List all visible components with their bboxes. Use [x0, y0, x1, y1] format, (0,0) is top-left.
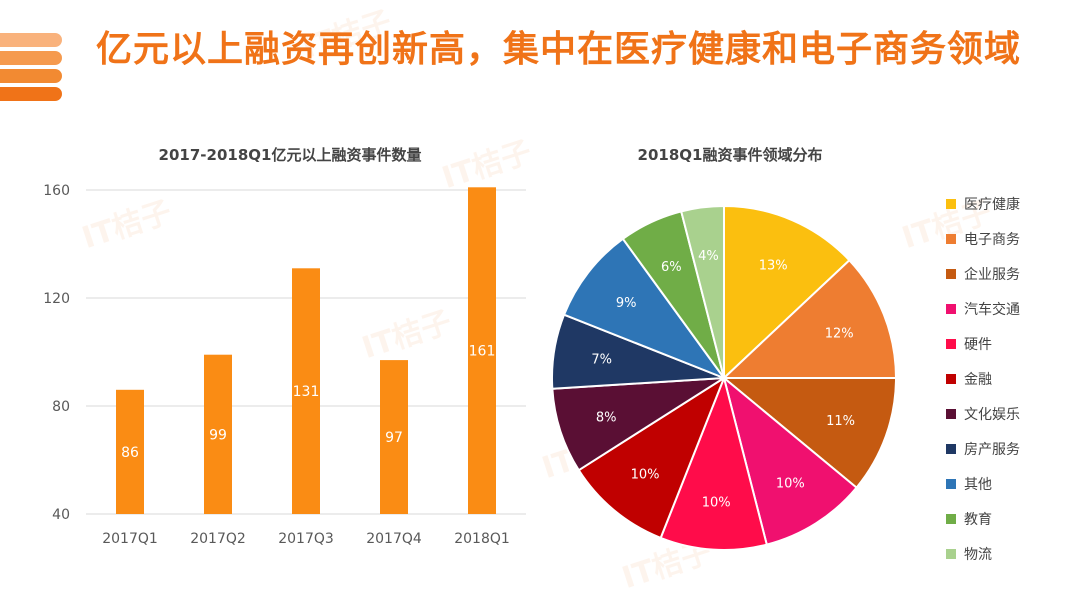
header-decoration-stripe	[0, 51, 62, 65]
legend-label: 文化娱乐	[964, 406, 1020, 423]
legend-label: 汽车交通	[964, 301, 1020, 318]
bar-value-label: 131	[293, 384, 320, 400]
bar	[116, 389, 144, 514]
legend-swatch	[946, 513, 956, 524]
y-tick-label: 40	[52, 507, 70, 523]
x-tick-label: 2017Q1	[102, 531, 158, 547]
legend-item: 其他	[946, 466, 1020, 501]
legend-label: 金融	[964, 371, 992, 388]
x-tick-label: 2017Q2	[190, 531, 246, 547]
legend-swatch	[946, 233, 956, 244]
pie-slice	[680, 204, 725, 379]
pie-slice-label: 10%	[702, 496, 731, 511]
legend-item: 房产服务	[946, 431, 1020, 466]
pie-slice	[562, 237, 727, 381]
legend-item: 物流	[946, 536, 1020, 571]
legend-swatch	[946, 198, 956, 209]
legend-item: 医疗健康	[946, 186, 1020, 221]
bar	[292, 268, 320, 514]
bar	[380, 360, 408, 514]
y-tick-label: 80	[52, 399, 70, 415]
pie-slice-label: 6%	[661, 260, 682, 275]
bar-value-label: 86	[121, 445, 139, 461]
pie-slice-label: 12%	[825, 326, 854, 341]
pie-legend: 医疗健康电子商务企业服务汽车交通硬件金融文化娱乐房产服务其他教育物流	[946, 186, 1020, 571]
legend-swatch	[946, 478, 956, 489]
legend-swatch	[946, 268, 956, 279]
legend-swatch	[946, 373, 956, 384]
pie-slice	[721, 377, 898, 490]
pie-slice-label: 4%	[698, 249, 719, 264]
pie-slice-label: 10%	[776, 477, 805, 492]
pie-slice-label: 9%	[616, 296, 637, 311]
legend-swatch	[946, 338, 956, 349]
bar-value-label: 161	[469, 344, 496, 360]
legend-swatch	[946, 408, 956, 419]
legend-label: 其他	[964, 476, 992, 493]
bar	[204, 354, 232, 514]
legend-label: 教育	[964, 511, 992, 528]
pie-slice-label: 11%	[826, 414, 855, 429]
legend-item: 金融	[946, 361, 1020, 396]
pie-slice-label: 8%	[596, 410, 617, 425]
bar-chart-title: 2017-2018Q1亿元以上融资事件数量	[158, 146, 422, 164]
legend-label: 物流	[964, 546, 992, 563]
legend-label: 房产服务	[964, 441, 1020, 458]
legend-label: 硬件	[964, 336, 992, 353]
legend-label: 企业服务	[964, 266, 1020, 283]
bar-value-label: 97	[385, 430, 403, 446]
pie-slice	[577, 375, 727, 540]
legend-label: 医疗健康	[964, 196, 1020, 213]
pie-chart-title: 2018Q1融资事件领域分布	[637, 146, 823, 164]
header-decoration-stripe	[0, 33, 62, 47]
legend-label: 电子商务	[964, 231, 1020, 248]
x-tick-label: 2017Q3	[278, 531, 334, 547]
pie-slice	[659, 374, 768, 551]
bar-value-label: 99	[209, 427, 227, 443]
legend-item: 文化娱乐	[946, 396, 1020, 431]
legend-swatch	[946, 548, 956, 559]
legend-item: 企业服务	[946, 256, 1020, 291]
page-title: 亿元以上融资再创新高，集中在医疗健康和电子商务领域	[96, 29, 1022, 70]
legend-item: 教育	[946, 501, 1020, 536]
header-decoration-stripe	[0, 87, 62, 101]
header-decoration-stripe	[0, 69, 62, 83]
legend-item: 电子商务	[946, 221, 1020, 256]
x-tick-label: 2017Q4	[366, 531, 422, 547]
legend-swatch	[946, 443, 956, 454]
pie-slice	[722, 375, 858, 546]
legend-item: 汽车交通	[946, 291, 1020, 326]
pie-slice	[723, 204, 851, 381]
pie-slice-label: 7%	[591, 353, 612, 368]
pie-slice-label: 13%	[759, 258, 788, 273]
x-tick-label: 2018Q1	[454, 531, 510, 547]
legend-item: 硬件	[946, 326, 1020, 361]
pie-slice-label: 10%	[631, 467, 660, 482]
y-tick-label: 120	[43, 291, 70, 307]
pie-slice	[721, 258, 898, 379]
bar	[468, 187, 496, 515]
legend-swatch	[946, 303, 956, 314]
y-tick-label: 160	[43, 183, 70, 199]
